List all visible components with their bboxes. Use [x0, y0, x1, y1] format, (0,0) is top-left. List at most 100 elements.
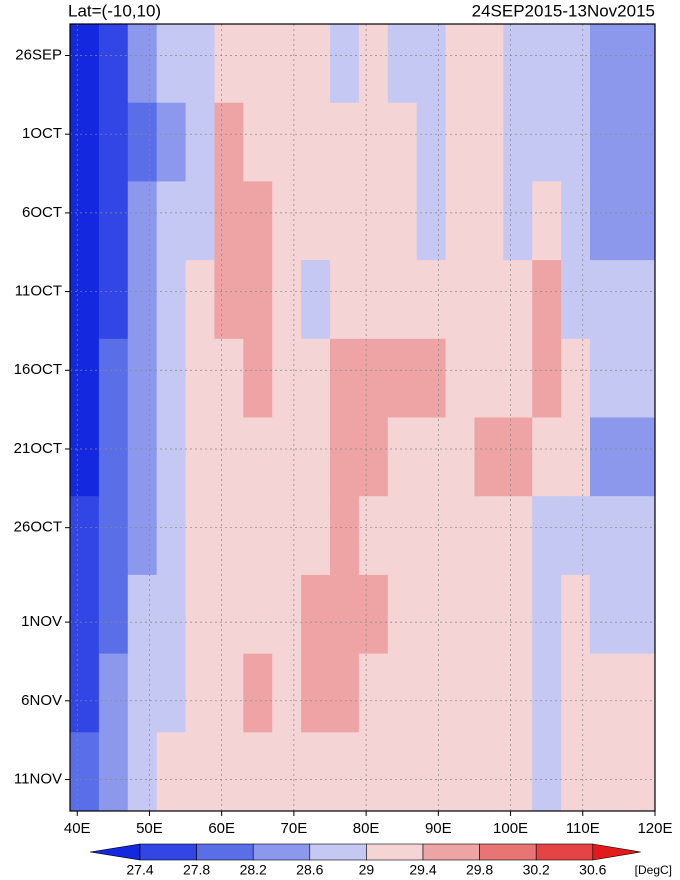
- cell: [445, 24, 475, 104]
- cell: [301, 260, 331, 340]
- cell: [127, 102, 158, 182]
- cell: [156, 574, 187, 655]
- cell: [532, 732, 562, 812]
- cell: [618, 102, 656, 182]
- cell: [416, 181, 447, 261]
- cell: [561, 181, 591, 261]
- cell: [618, 496, 656, 576]
- y-tick-label: 6OCT: [22, 204, 62, 221]
- x-tick-label: 100E: [493, 820, 528, 837]
- cell: [272, 496, 302, 576]
- cell: [618, 181, 656, 261]
- colorbar-label: 27.8: [183, 862, 210, 878]
- cell: [387, 338, 418, 418]
- y-tick-label: 1NOV: [21, 613, 62, 630]
- cell: [185, 338, 215, 418]
- cell: [301, 732, 331, 812]
- cell: [445, 496, 475, 576]
- cell: [387, 732, 418, 812]
- cell: [416, 496, 447, 576]
- cell: [214, 24, 244, 104]
- cell: [561, 574, 591, 655]
- cell: [330, 496, 360, 576]
- cell: [70, 574, 100, 655]
- cell: [70, 417, 100, 497]
- cell: [330, 181, 360, 261]
- cell: [503, 24, 533, 104]
- cell: [445, 574, 475, 655]
- cell: [358, 181, 389, 261]
- cell: [532, 260, 562, 340]
- x-tick-label: 120E: [637, 820, 672, 837]
- cell: [618, 417, 656, 497]
- cell: [561, 260, 591, 340]
- cell: [474, 24, 504, 104]
- cell: [243, 417, 273, 497]
- cell: [618, 338, 656, 418]
- cell: [618, 732, 656, 812]
- cell: [330, 24, 360, 104]
- cell: [590, 417, 620, 497]
- cell: [445, 181, 475, 261]
- cell: [474, 338, 504, 418]
- cell: [330, 417, 360, 497]
- cell: [474, 574, 504, 655]
- cell: [156, 338, 187, 418]
- y-tick-label: 11OCT: [15, 283, 62, 300]
- cell: [127, 496, 158, 576]
- cell: [590, 260, 620, 340]
- cell: [532, 338, 562, 418]
- x-tick-label: 50E: [136, 820, 163, 837]
- cell: [561, 24, 591, 104]
- cell: [272, 574, 302, 655]
- cell: [503, 260, 533, 340]
- cell: [127, 732, 158, 812]
- cell: [503, 574, 533, 655]
- cell: [474, 102, 504, 182]
- cell: [387, 24, 418, 104]
- cell: [272, 181, 302, 261]
- colorbar-segment: [309, 843, 367, 861]
- colorbar-segment: [252, 843, 311, 861]
- x-tick-label: 80E: [353, 820, 380, 837]
- x-tick-label: 110E: [566, 820, 600, 837]
- cell: [243, 260, 273, 340]
- cell: [301, 574, 331, 655]
- cell: [243, 338, 273, 418]
- colorbar-segment: [139, 843, 197, 861]
- cell: [98, 102, 129, 182]
- cell: [127, 338, 158, 418]
- cell: [70, 102, 100, 182]
- cell: [156, 653, 187, 733]
- colorbar-label: 30.6: [579, 862, 606, 878]
- colorbar-segment: [479, 843, 537, 861]
- cell: [358, 732, 389, 812]
- cell: [503, 338, 533, 418]
- cell: [272, 102, 302, 182]
- cell: [127, 574, 158, 655]
- cell: [156, 102, 187, 182]
- cell: [156, 260, 187, 340]
- cell: [185, 417, 215, 497]
- cell: [561, 496, 591, 576]
- cell: [156, 496, 187, 576]
- cell: [416, 653, 447, 733]
- cell: [532, 653, 562, 733]
- cell: [358, 24, 389, 104]
- cell: [301, 653, 331, 733]
- cell: [387, 653, 418, 733]
- cell: [70, 732, 100, 812]
- y-tick-label: 1OCT: [22, 125, 62, 142]
- cell: [590, 181, 620, 261]
- cell: [445, 732, 475, 812]
- cell: [503, 102, 533, 182]
- x-tick-label: 90E: [425, 820, 452, 837]
- cell: [416, 732, 447, 812]
- cell: [214, 574, 244, 655]
- cell: [358, 653, 389, 733]
- cell: [416, 260, 447, 340]
- x-tick-label: 40E: [64, 820, 91, 837]
- cell: [416, 574, 447, 655]
- cell: [272, 260, 302, 340]
- cell: [590, 24, 620, 104]
